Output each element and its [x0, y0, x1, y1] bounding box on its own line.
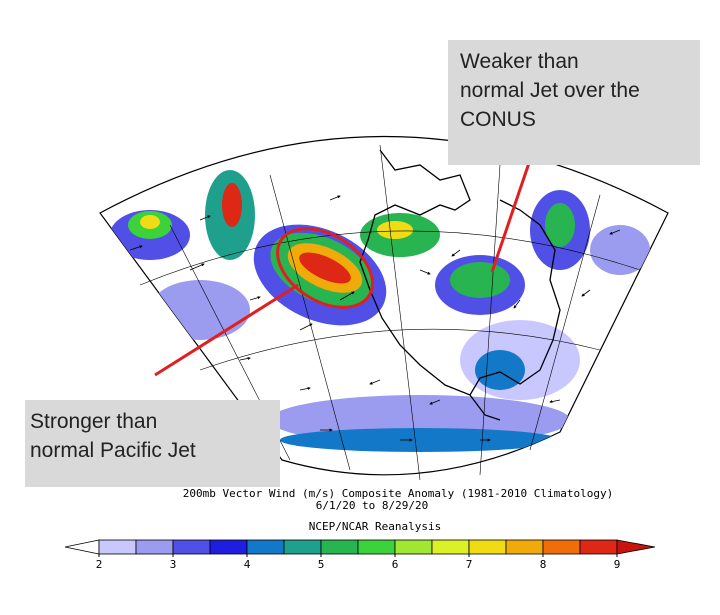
colorbar-tick-label: 3 — [170, 558, 177, 571]
colorbar-bin — [98, 539, 137, 555]
colorbar-bin — [394, 539, 433, 555]
colorbar-tick-label: 5 — [318, 558, 325, 571]
colorbar-under — [64, 539, 100, 555]
graticule — [139, 144, 641, 481]
wind-vectors — [129, 195, 621, 442]
pointer-line — [490, 159, 532, 273]
colorbar-tick-label: 8 — [540, 558, 547, 571]
colorbar-bin — [357, 539, 396, 555]
colorbar-over — [616, 539, 656, 555]
colorbar-tick-label: 6 — [392, 558, 399, 571]
annotation-box — [448, 40, 700, 165]
annotation-overlay — [25, 40, 700, 487]
annotation-text: Stronger than normal Pacific Jet — [30, 410, 196, 462]
highlight-ellipse — [276, 227, 374, 309]
colorbar: 2 3 4 5 6 7 8 9 — [64, 539, 656, 571]
colorbar-tick-label: 9 — [614, 558, 621, 571]
colorbar-bin — [542, 539, 581, 555]
annotation-text: Weaker than normal Jet over the CONUS — [460, 50, 640, 131]
annotation-line: CONUS — [460, 108, 536, 131]
colorbar-bin — [135, 539, 174, 555]
colorbar-bin — [209, 539, 248, 555]
colorbar-bin — [246, 539, 285, 555]
pointer-line — [154, 283, 299, 377]
annotation-line: Stronger than — [30, 410, 157, 433]
colorbar-bin — [468, 539, 507, 555]
colorbar-bin — [505, 539, 544, 555]
colorbar-tick-label: 4 — [244, 558, 251, 571]
colorbar-tick-label: 2 — [96, 558, 103, 571]
colorbar-bin — [172, 539, 211, 555]
annotation-line: normal Pacific Jet — [30, 439, 196, 462]
colorbar-bin — [320, 539, 359, 555]
annotation-line: normal Jet over the — [460, 79, 640, 102]
colorbar-bin — [431, 539, 470, 555]
caption-dates: 6/1/20 to 8/29/20 — [316, 499, 429, 512]
annotation-line: Weaker than — [460, 50, 579, 73]
annotation-box — [25, 400, 280, 487]
caption-source: NCEP/NCAR Reanalysis — [309, 520, 441, 533]
colorbar-bin — [283, 539, 322, 555]
caption-title: 200mb Vector Wind (m/s) Composite Anomal… — [183, 487, 613, 500]
coastlines — [359, 149, 561, 421]
colorbar-tick-label: 7 — [466, 558, 473, 571]
colorbar-bin — [579, 539, 618, 555]
